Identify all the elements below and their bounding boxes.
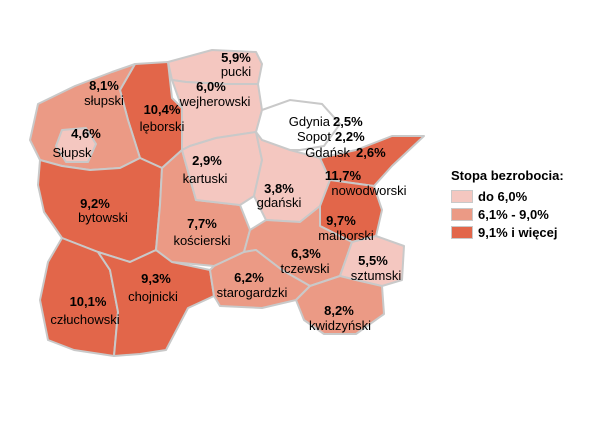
kartuski-label: kartuski (183, 171, 228, 186)
bytowski-label: bytowski (78, 210, 128, 225)
kartuski-value: 2,9% (192, 153, 222, 168)
map-legend: Stopa bezrobocia: do 6,0% 6,1% - 9,0% 9,… (451, 168, 564, 241)
legend-item: do 6,0% (451, 187, 564, 205)
czluchowski-value: 10,1% (70, 294, 107, 309)
pucki-value: 5,9% (221, 50, 251, 65)
slupski-label: słupski (84, 93, 124, 108)
gdanski-label: gdański (257, 195, 302, 210)
slupski-value: 8,1% (89, 78, 119, 93)
kwidzynski-label: kwidzyński (309, 318, 371, 333)
gdansk-value: 2,6% (356, 145, 386, 160)
sztumski-label: sztumski (351, 268, 402, 283)
koscierski-label: kościerski (173, 233, 230, 248)
bytowski-value: 9,2% (80, 196, 110, 211)
sopot-label: Sopot (297, 129, 331, 144)
leborski-value: 10,4% (144, 102, 181, 117)
legend-item-label: do 6,0% (478, 188, 528, 204)
starogardzki-label: starogardzki (217, 285, 288, 300)
chojnicki-label: chojnicki (128, 289, 178, 304)
gdynia-label: Gdynia (289, 114, 331, 129)
kwidzynski-value: 8,2% (324, 303, 354, 318)
leborski-label: lęborski (140, 119, 185, 134)
legend-item-label: 6,1% - 9,0% (478, 206, 549, 222)
legend-item: 9,1% i więcej (451, 223, 564, 241)
slupsk-value: 4,6% (71, 126, 101, 141)
sztumski-value: 5,5% (358, 253, 388, 268)
region-kwidzynski (295, 275, 385, 335)
wejherowski-label: wejherowski (179, 94, 251, 109)
gdynia-value: 2,5% (333, 114, 363, 129)
gdansk-label: Gdańsk (305, 145, 350, 160)
legend-title: Stopa bezrobocia: (451, 168, 564, 183)
nowodworski-value: 11,7% (325, 168, 362, 183)
malborski-label: malborski (318, 228, 374, 243)
legend-swatch (451, 225, 473, 239)
pucki-label: pucki (221, 64, 251, 79)
gdanski-value: 3,8% (264, 181, 294, 196)
malborski-value: 9,7% (326, 213, 356, 228)
czluchowski-label: człuchowski (50, 312, 119, 327)
region-slupsk (55, 127, 97, 163)
sopot-value: 2,2% (335, 129, 365, 144)
legend-swatch (451, 207, 473, 221)
wejherowski-value: 6,0% (196, 79, 226, 94)
tczewski-label: tczewski (280, 261, 329, 276)
legend-item: 6,1% - 9,0% (451, 205, 564, 223)
legend-item-label: 9,1% i więcej (478, 224, 558, 240)
nowodworski-label: nowodworski (331, 183, 406, 198)
slupsk-label: Słupsk (52, 145, 92, 160)
legend-swatch (451, 189, 473, 203)
tricity-area (254, 98, 342, 151)
starogardzki-value: 6,2% (234, 270, 264, 285)
chojnicki-value: 9,3% (141, 271, 171, 286)
koscierski-value: 7,7% (187, 216, 217, 231)
tczewski-value: 6,3% (291, 246, 321, 261)
